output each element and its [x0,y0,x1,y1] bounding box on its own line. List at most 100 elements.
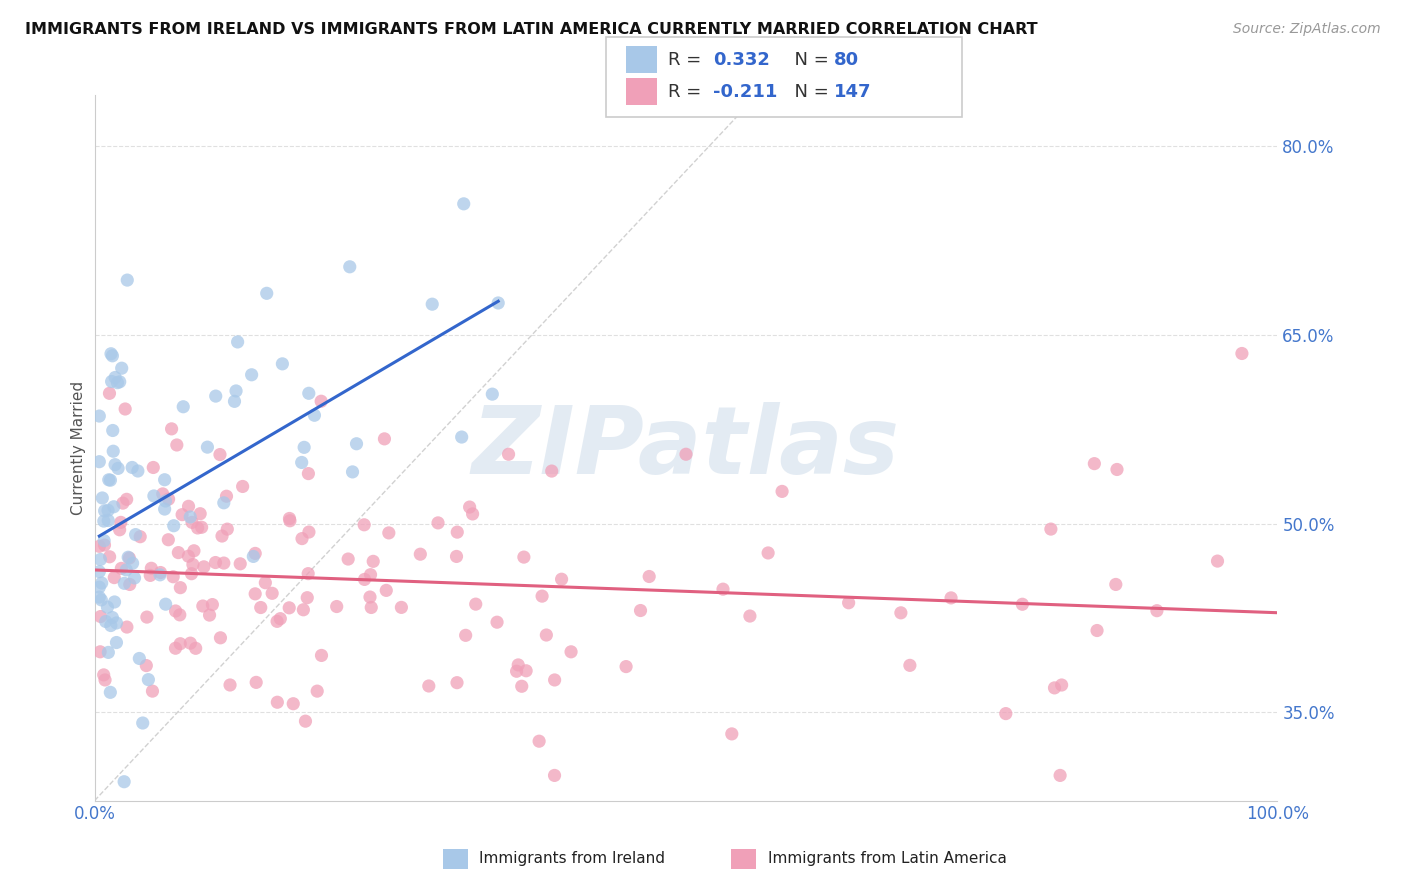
Point [217,522,239,536]
Point [298,524,321,539]
Point [115,620,138,634]
Point [104,458,127,472]
Point [278,600,301,615]
Point [93,668,115,682]
Point [129,530,152,544]
Point [153,502,176,516]
Point [224,394,246,409]
Point [139,568,162,582]
Point [90,576,112,591]
Point [165,641,187,656]
Point [508,657,530,672]
Point [89,455,111,469]
Text: 0.332: 0.332 [713,51,769,69]
Point [90,609,112,624]
Point [93,514,115,528]
Point [132,716,155,731]
Point [486,615,509,630]
Point [738,609,761,624]
Point [181,516,204,530]
Point [100,375,122,389]
Point [96,600,118,615]
Point [103,500,125,514]
Point [307,684,329,698]
Point [107,461,129,475]
Point [142,460,165,475]
Point [291,532,314,546]
Point [536,628,558,642]
Point [89,645,111,659]
Point [98,549,121,564]
Text: IMMIGRANTS FROM IRELAND VS IMMIGRANTS FROM LATIN AMERICA CURRENTLY MARRIED CORRE: IMMIGRANTS FROM IRELAND VS IMMIGRANTS FR… [25,22,1038,37]
Point [229,557,252,571]
Point [360,600,382,615]
Point [446,525,468,540]
Point [142,489,165,503]
Point [141,561,163,575]
Point [994,706,1017,721]
Point [291,455,314,469]
Point [177,549,200,564]
Point [454,628,477,642]
Text: R =: R = [668,83,707,101]
Point [188,507,211,521]
Point [226,334,249,349]
Point [527,734,550,748]
Point [353,517,375,532]
Point [105,615,128,630]
Point [93,538,115,552]
Point [100,618,122,632]
Point [560,645,582,659]
Point [108,375,131,389]
Point [169,607,191,622]
Point [1039,522,1062,536]
Point [94,615,117,629]
Point [269,612,291,626]
Point [117,273,139,287]
Point [97,473,120,487]
Point [100,347,122,361]
Point [89,539,111,553]
Point [1105,462,1128,476]
Text: ZIPatlas: ZIPatlas [472,402,900,494]
Text: 147: 147 [834,83,872,101]
Point [298,386,321,401]
Point [180,566,202,581]
Point [240,368,263,382]
Point [183,543,205,558]
Point [157,533,180,547]
Point [675,447,697,461]
Point [91,491,114,505]
Y-axis label: Currently Married: Currently Married [72,381,86,515]
Point [550,572,572,586]
Text: 80: 80 [834,51,859,69]
Point [103,444,125,458]
Point [165,604,187,618]
Point [939,591,962,605]
Point [198,608,221,623]
Point [98,386,121,401]
Point [540,464,562,478]
Point [543,673,565,687]
Point [172,400,194,414]
Point [208,448,231,462]
Point [1049,768,1071,782]
Point [346,436,368,450]
Point [481,387,503,401]
Point [97,514,120,528]
Point [515,664,537,678]
Point [359,590,381,604]
Point [155,597,177,611]
Point [152,487,174,501]
Point [342,465,364,479]
Point [117,550,139,565]
Point [510,679,533,693]
Text: N =: N = [783,51,835,69]
Point [543,768,565,782]
Point [1146,604,1168,618]
Point [278,514,301,528]
Point [486,296,509,310]
Point [1085,624,1108,638]
Point [209,631,232,645]
Text: Source: ZipAtlas.com: Source: ZipAtlas.com [1233,22,1381,37]
